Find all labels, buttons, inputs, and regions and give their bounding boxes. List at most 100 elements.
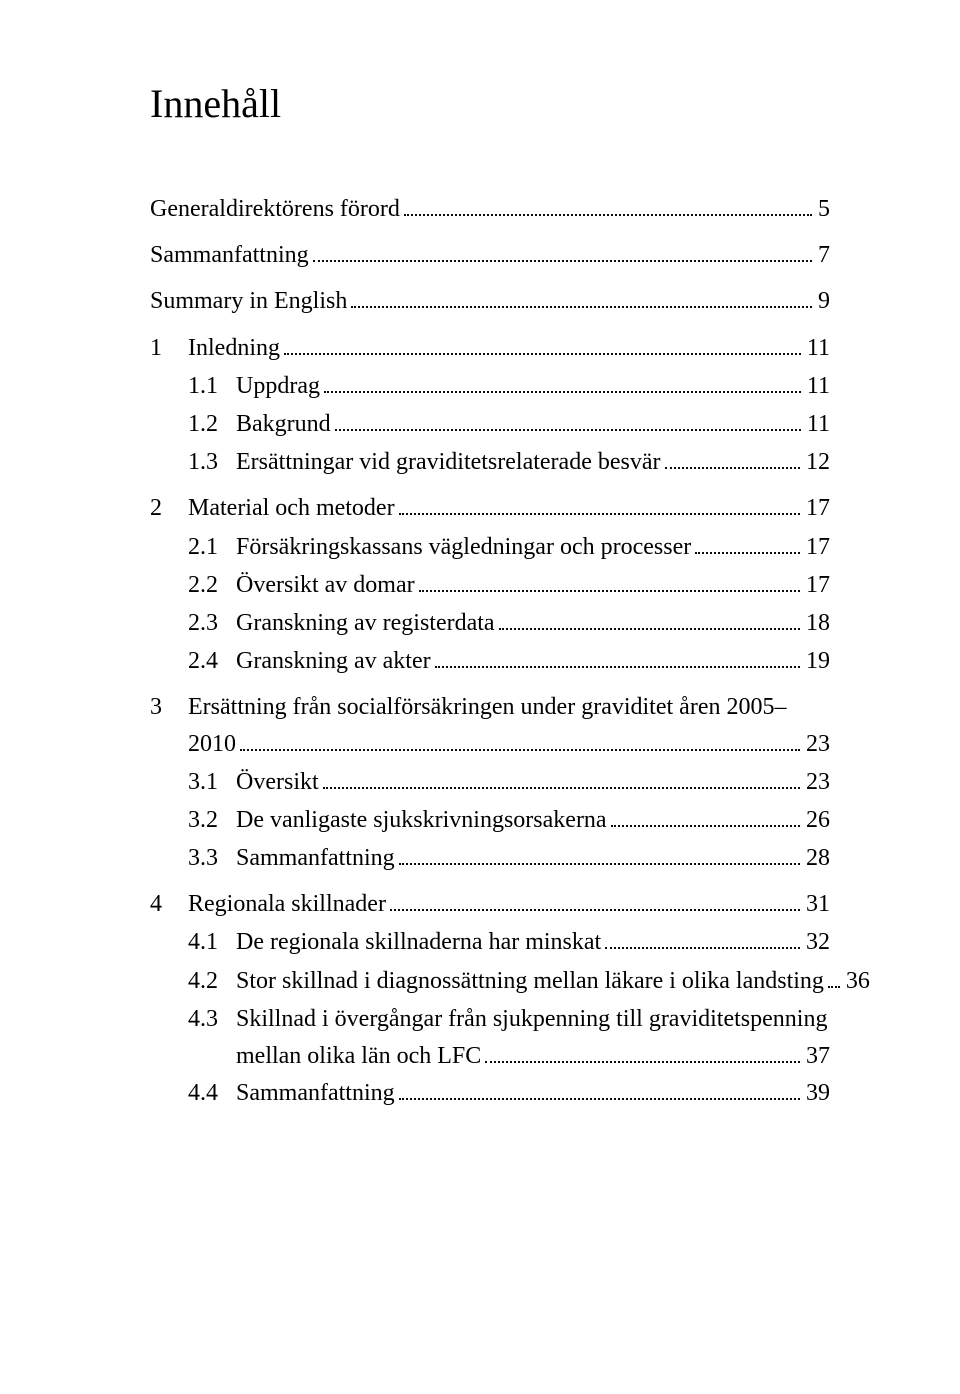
toc-number: 4.2: [188, 963, 236, 1000]
toc-label: Sammanfattning: [150, 237, 309, 274]
toc-number: 4: [150, 886, 188, 923]
toc-label: Översikt av domar: [236, 567, 415, 604]
toc-page-number: 12: [802, 444, 830, 481]
toc-page-number: 26: [802, 802, 830, 839]
toc-page-number: 11: [803, 368, 830, 405]
toc-entry: 1.3Ersättningar vid graviditetsrelaterad…: [150, 444, 830, 481]
toc-entry: 3 Ersättning från socialförsäkringen unde…: [150, 689, 830, 763]
toc-label: Stor skillnad i diagnossättning mellan l…: [236, 963, 824, 1000]
toc-leader: [324, 369, 801, 393]
toc-leader: [335, 407, 801, 431]
toc-label: Summary in English: [150, 283, 347, 320]
toc-entry: 1.1Uppdrag 11: [150, 368, 830, 405]
toc-entry: 1.2Bakgrund 11: [150, 406, 830, 443]
toc-entry: 3.3Sammanfattning 28: [150, 840, 830, 877]
toc-label: Inledning: [188, 330, 280, 367]
toc-entry: 2.4Granskning av akter 19: [150, 643, 830, 680]
toc-leader: [404, 192, 812, 216]
toc-page-number: 11: [803, 330, 830, 367]
toc-leader: [665, 446, 801, 470]
toc-leader: [419, 568, 800, 592]
toc-page-number: 39: [802, 1075, 830, 1112]
toc-entry: 4Regionala skillnader 31: [150, 886, 830, 923]
toc-entry: 2.3Granskning av registerdata 18: [150, 605, 830, 642]
toc-label: De regionala skillnaderna har minskat: [236, 924, 601, 961]
toc-page-number: 17: [802, 529, 830, 566]
toc-label: Uppdrag: [236, 368, 320, 405]
toc-number: 2.4: [188, 643, 236, 680]
toc-label: Sammanfattning: [236, 840, 395, 877]
toc-entry: 4.3 Skillnad i övergångar från sjukpennin…: [150, 1001, 830, 1075]
toc-number: 1: [150, 330, 188, 367]
toc-number: 3: [150, 694, 162, 720]
toc-entry: Summary in English 9: [150, 283, 830, 320]
toc-page-number: 23: [802, 764, 830, 801]
toc-label: De vanligaste sjukskrivningsorsakerna: [236, 802, 607, 839]
toc-leader: [399, 841, 800, 865]
page-title: Innehåll: [150, 80, 830, 127]
toc-leader: [351, 285, 812, 309]
toc-label: Översikt: [236, 764, 319, 801]
toc-leader: [240, 728, 800, 752]
toc-page-number: 19: [802, 643, 830, 680]
toc-page-number: 17: [802, 490, 830, 527]
toc-number: 2: [150, 490, 188, 527]
toc-leader: [399, 492, 800, 516]
toc-label: Försäkringskassans vägledningar och proc…: [236, 529, 691, 566]
toc-label: Material och metoder: [188, 490, 395, 527]
toc-leader: [399, 1077, 800, 1101]
toc-leader: [284, 331, 801, 355]
toc-entry: 4.4Sammanfattning 39: [150, 1075, 830, 1112]
toc-number: 4.4: [188, 1075, 236, 1112]
toc-page-number: 9: [814, 283, 830, 320]
toc-leader: [828, 964, 840, 988]
toc-number: 4.1: [188, 924, 236, 961]
toc-leader: [499, 606, 800, 630]
toc-entry: 3.1Översikt 23: [150, 764, 830, 801]
toc-number: 4.3: [188, 1006, 218, 1032]
toc-label: Sammanfattning: [236, 1075, 395, 1112]
toc-label: Granskning av akter: [236, 643, 431, 680]
toc-page-number: 31: [802, 886, 830, 923]
toc-label: mellan olika län och LFC: [236, 1038, 481, 1075]
toc-number: 1.1: [188, 368, 236, 405]
toc-page-number: 37: [802, 1038, 830, 1075]
toc-label: Regionala skillnader: [188, 886, 386, 923]
toc-page-number: 28: [802, 840, 830, 877]
toc-label: Ersättning från socialförsäkringen under…: [188, 689, 830, 726]
toc-leader: [313, 239, 812, 263]
document-page: Innehåll Generaldirektörens förord 5 Samma…: [0, 0, 960, 1394]
toc-number: 2.3: [188, 605, 236, 642]
toc-label: Granskning av registerdata: [236, 605, 495, 642]
toc-leader: [611, 803, 800, 827]
toc-label: Generaldirektörens förord: [150, 191, 400, 228]
toc-page-number: 7: [814, 237, 830, 274]
toc-leader: [435, 644, 800, 668]
toc-entry: Sammanfattning 7: [150, 237, 830, 274]
toc-entry: 4.2Stor skillnad i diagnossättning mella…: [150, 963, 830, 1000]
toc-page-number: 18: [802, 605, 830, 642]
toc-entry: 1Inledning 11: [150, 330, 830, 367]
toc-label: Bakgrund: [236, 406, 331, 443]
toc-page-number: 17: [802, 567, 830, 604]
toc-entry: 2Material och metoder 17: [150, 490, 830, 527]
toc-number: 3.2: [188, 802, 236, 839]
toc-entry: 2.1Försäkringskassans vägledningar och p…: [150, 529, 830, 566]
toc-page-number: 32: [802, 924, 830, 961]
toc-entry: 3.2De vanligaste sjukskrivningsorsakerna…: [150, 802, 830, 839]
toc-label: Skillnad i övergångar från sjukpenning t…: [236, 1001, 830, 1038]
toc-page-number: 36: [842, 963, 870, 1000]
toc-leader: [485, 1039, 800, 1063]
toc-number: 3.1: [188, 764, 236, 801]
toc-page-number: 11: [803, 406, 830, 443]
toc-number: 2.2: [188, 567, 236, 604]
toc-entry: 2.2Översikt av domar 17: [150, 567, 830, 604]
toc-number: 1.2: [188, 406, 236, 443]
toc-number: 1.3: [188, 444, 236, 481]
table-of-contents: Generaldirektörens förord 5 Sammanfattning…: [150, 191, 830, 1112]
toc-page-number: 5: [814, 191, 830, 228]
toc-number: 3.3: [188, 840, 236, 877]
toc-label: Ersättningar vid graviditetsrelaterade b…: [236, 444, 661, 481]
toc-entry: Generaldirektörens förord 5: [150, 191, 830, 228]
toc-entry: 4.1De regionala skillnaderna har minskat…: [150, 924, 830, 961]
